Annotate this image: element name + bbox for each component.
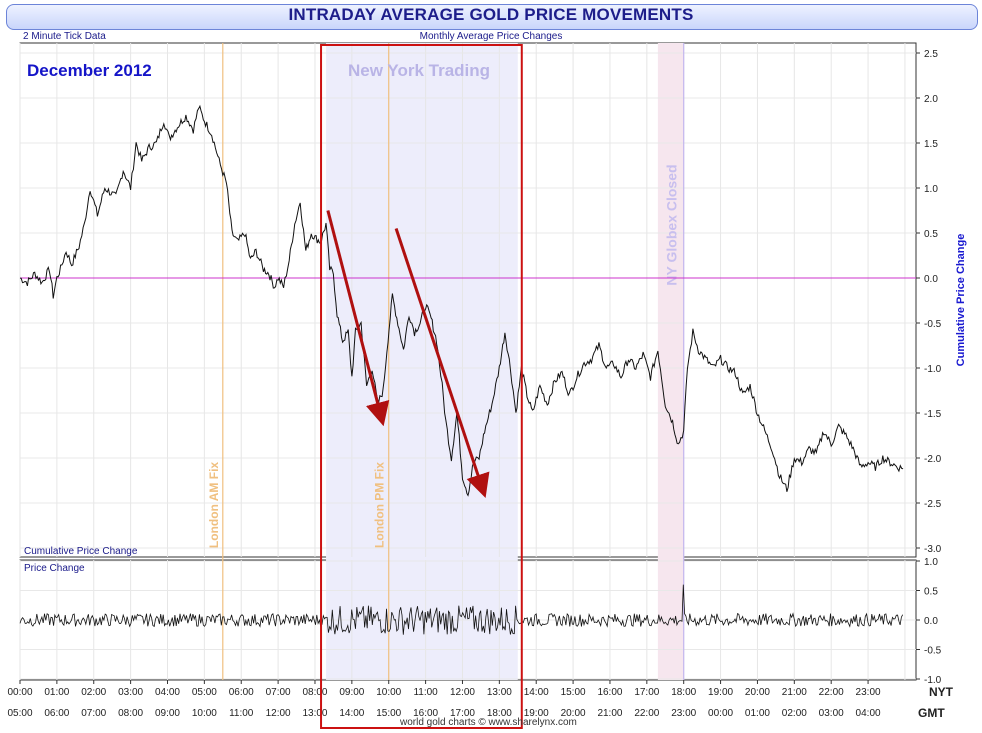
x-tick-label-nyt: 07:00 (266, 687, 291, 698)
y-tick-label: -1.0 (924, 675, 942, 686)
annotation-label: London AM Fix (207, 462, 221, 549)
x-tick-label-gmt: 03:00 (819, 708, 844, 719)
y-tick-label: 0.5 (924, 229, 938, 240)
trend-arrow (326, 210, 390, 427)
x-tick-label-nyt: 08:00 (302, 687, 327, 698)
x-tick-label-nyt: 12:00 (450, 687, 475, 698)
x-tick-label-gmt: 19:00 (524, 708, 549, 719)
price-change-line (19, 584, 904, 635)
bottom-panel-label: Price Change (24, 563, 85, 574)
y-tick-label: 1.0 (924, 184, 938, 195)
trend-arrow (394, 228, 490, 499)
y-tick-label: -1.0 (924, 364, 942, 375)
x-tick-label-gmt: 02:00 (782, 708, 807, 719)
x-tick-label-gmt: 16:00 (413, 708, 438, 719)
x-tick-label-gmt: 22:00 (634, 708, 659, 719)
x-tick-label-nyt: 15:00 (561, 687, 586, 698)
x-tick-label-nyt: 14:00 (524, 687, 549, 698)
x-tick-label-gmt: 00:00 (708, 708, 733, 719)
x-tick-label-gmt: 14:00 (339, 708, 364, 719)
y-tick-label: 0.0 (924, 274, 938, 285)
x-tick-label-nyt: 02:00 (81, 687, 106, 698)
x-tick-label-nyt: 19:00 (708, 687, 733, 698)
y-tick-label: 1.0 (924, 557, 938, 568)
x-tick-label-nyt: 20:00 (745, 687, 770, 698)
x-tick-label-gmt: 07:00 (81, 708, 106, 719)
x-tick-label-nyt: 04:00 (155, 687, 180, 698)
tick-data-note: 2 Minute Tick Data (23, 31, 106, 42)
ny-trading-box (320, 44, 523, 729)
y-tick-label: -0.5 (924, 319, 942, 330)
nyt-axis-tag: NYT (929, 685, 953, 699)
y-tick-label: -0.5 (924, 646, 942, 657)
x-tick-label-gmt: 10:00 (192, 708, 217, 719)
x-tick-label-nyt: 21:00 (782, 687, 807, 698)
gmt-axis-tag: GMT (918, 706, 945, 720)
x-tick-label-gmt: 01:00 (745, 708, 770, 719)
x-tick-label-nyt: 09:00 (339, 687, 364, 698)
y-tick-label: 0.5 (924, 587, 938, 598)
x-tick-label-nyt: 05:00 (192, 687, 217, 698)
x-tick-label-nyt: 13:00 (487, 687, 512, 698)
globex-closed-shade (657, 43, 684, 680)
x-tick-label-gmt: 11:00 (229, 708, 254, 719)
y-tick-label: -2.5 (924, 499, 942, 510)
x-tick-label-nyt: 00:00 (7, 687, 32, 698)
x-tick-label-gmt: 18:00 (487, 708, 512, 719)
y-tick-label: 2.0 (924, 94, 938, 105)
x-tick-label-nyt: 01:00 (44, 687, 69, 698)
top-panel-label: Cumulative Price Change (24, 546, 138, 557)
ny-session-shade (326, 43, 518, 680)
x-tick-label-gmt: 09:00 (155, 708, 180, 719)
chart-subtitle: Monthly Average Price Changes (419, 31, 563, 42)
credit-text: world gold charts © www.sharelynx.com (400, 717, 577, 728)
x-tick-label-gmt: 21:00 (597, 708, 622, 719)
y-tick-label: -1.5 (924, 409, 942, 420)
x-tick-label-nyt: 17:00 (634, 687, 659, 698)
x-tick-label-gmt: 20:00 (561, 708, 586, 719)
x-tick-label-nyt: 22:00 (819, 687, 844, 698)
title-bar (6, 4, 978, 30)
y-tick-label: 0.0 (924, 616, 938, 627)
chart-title: INTRADAY AVERAGE GOLD PRICE MOVEMENTS (288, 5, 694, 24)
x-tick-label-nyt: 03:00 (118, 687, 143, 698)
x-tick-label-nyt: 23:00 (856, 687, 881, 698)
x-tick-label-gmt: 06:00 (44, 708, 69, 719)
x-tick-label-nyt: 06:00 (229, 687, 254, 698)
annotation-label: NY Globex Closed (664, 164, 680, 285)
month-label: December 2012 (27, 61, 152, 80)
ny-trading-label: New York Trading (348, 61, 491, 80)
y-tick-label: -3.0 (924, 544, 942, 555)
x-tick-label-nyt: 10:00 (376, 687, 401, 698)
right-axis-title: Cumulative Price Change (955, 233, 967, 367)
x-tick-label-nyt: 11:00 (413, 687, 438, 698)
annotation-label: London PM Fix (373, 462, 387, 548)
x-tick-label-gmt: 13:00 (302, 708, 327, 719)
x-tick-label-gmt: 12:00 (266, 708, 291, 719)
cumulative-price-line (19, 104, 904, 497)
x-tick-label-nyt: 16:00 (597, 687, 622, 698)
x-tick-label-nyt: 18:00 (671, 687, 696, 698)
y-tick-label: 1.5 (924, 139, 938, 150)
x-tick-label-gmt: 08:00 (118, 708, 143, 719)
x-tick-label-gmt: 17:00 (450, 708, 475, 719)
x-tick-label-gmt: 15:00 (376, 708, 401, 719)
x-tick-label-gmt: 23:00 (671, 708, 696, 719)
x-tick-label-gmt: 04:00 (856, 708, 881, 719)
y-tick-label: 2.5 (924, 49, 938, 60)
y-tick-label: -2.0 (924, 454, 942, 465)
x-tick-label-gmt: 05:00 (7, 708, 32, 719)
